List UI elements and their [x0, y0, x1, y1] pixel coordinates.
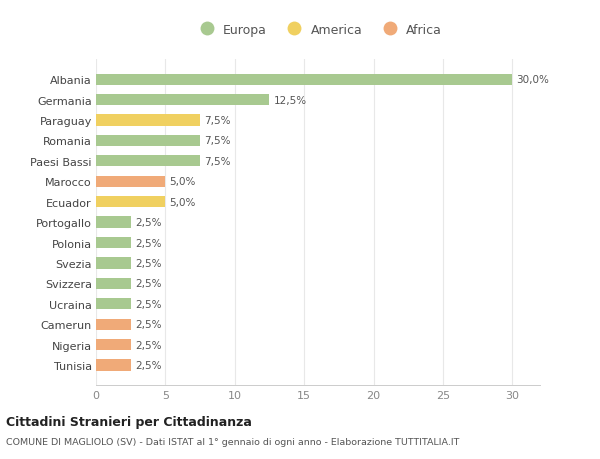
Bar	[96, 115, 200, 126]
Text: 2,5%: 2,5%	[135, 279, 161, 289]
Bar	[96, 74, 512, 86]
Text: 2,5%: 2,5%	[135, 340, 161, 350]
Text: 7,5%: 7,5%	[204, 136, 231, 146]
Bar	[96, 359, 131, 371]
Bar	[96, 196, 166, 208]
Text: 2,5%: 2,5%	[135, 258, 161, 269]
Text: 2,5%: 2,5%	[135, 319, 161, 330]
Bar	[96, 237, 131, 249]
Text: COMUNE DI MAGLIOLO (SV) - Dati ISTAT al 1° gennaio di ogni anno - Elaborazione T: COMUNE DI MAGLIOLO (SV) - Dati ISTAT al …	[6, 437, 460, 446]
Bar	[96, 217, 131, 228]
Bar	[96, 319, 131, 330]
Text: 7,5%: 7,5%	[204, 116, 231, 126]
Text: 12,5%: 12,5%	[274, 95, 307, 106]
Bar	[96, 258, 131, 269]
Text: 2,5%: 2,5%	[135, 299, 161, 309]
Text: 2,5%: 2,5%	[135, 218, 161, 228]
Bar	[96, 298, 131, 310]
Bar	[96, 278, 131, 289]
Text: 5,0%: 5,0%	[170, 197, 196, 207]
Text: 5,0%: 5,0%	[170, 177, 196, 187]
Text: 2,5%: 2,5%	[135, 360, 161, 370]
Legend: Europa, America, Africa: Europa, America, Africa	[194, 23, 442, 37]
Bar	[96, 339, 131, 350]
Text: 2,5%: 2,5%	[135, 238, 161, 248]
Bar	[96, 135, 200, 147]
Bar	[96, 95, 269, 106]
Bar	[96, 156, 200, 167]
Bar	[96, 176, 166, 187]
Text: 7,5%: 7,5%	[204, 157, 231, 167]
Text: Cittadini Stranieri per Cittadinanza: Cittadini Stranieri per Cittadinanza	[6, 415, 252, 428]
Text: 30,0%: 30,0%	[517, 75, 549, 85]
